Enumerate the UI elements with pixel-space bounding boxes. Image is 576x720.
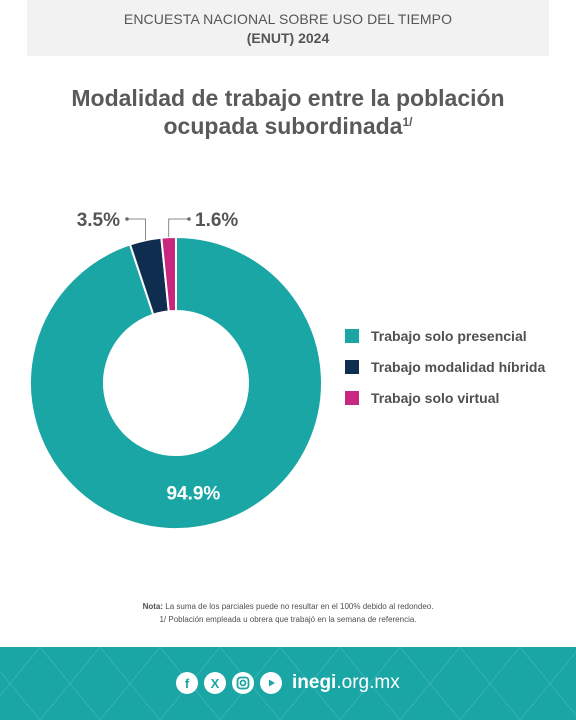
youtube-icon[interactable]: [260, 672, 282, 694]
data-label-virtual: 1.6%: [195, 210, 238, 231]
leader-dot-hibrida: [125, 217, 129, 221]
legend-swatch-hibrida: [345, 360, 359, 374]
legend-label-virtual: Trabajo solo virtual: [371, 390, 500, 406]
note-line-1: Nota: La suma de los parciales puede no …: [0, 600, 576, 613]
chart-title-line2: ocupada subordinada: [163, 113, 403, 139]
x-icon[interactable]: X: [204, 672, 226, 694]
chart-title-line1: Modalidad de trabajo entre la población: [71, 85, 505, 111]
note-line-2: 1/ Población empleada u obrera que traba…: [159, 615, 417, 624]
footer-content: f X inegi.org.mx: [176, 672, 400, 694]
legend-swatch-virtual: [345, 391, 359, 405]
domain-bold: inegi: [292, 672, 337, 693]
donut-slice-virtual: [160, 235, 177, 313]
legend-swatch-presencial: [345, 329, 359, 343]
chart-legend: Trabajo solo presencial Trabajo modalidad…: [345, 326, 545, 419]
survey-name: ENCUESTA NACIONAL SOBRE USO DEL TIEMPO: [123, 11, 453, 27]
survey-acronym: (ENUT) 2024: [246, 30, 330, 46]
footer-bar: f X inegi.org.mx: [0, 647, 576, 720]
data-label-presencial: 94.9%: [166, 484, 220, 505]
legend-label-presencial: Trabajo solo presencial: [371, 328, 527, 344]
donut-chart: 94.9% 3.5% 1.6%: [29, 210, 323, 530]
footer-pattern: [0, 647, 576, 720]
note-text: La suma de los parciales puede no result…: [165, 602, 434, 611]
inegi-website-link[interactable]: inegi.org.mx: [292, 672, 400, 694]
chart-title-line2-wrap: ocupada subordinada1/: [0, 112, 576, 140]
legend-item-presencial: Trabajo solo presencial: [345, 326, 545, 346]
leader-line-virtual: [168, 218, 188, 238]
chart-title-footnote-mark: 1/: [402, 115, 413, 129]
legend-item-virtual: Trabajo solo virtual: [345, 388, 545, 408]
instagram-icon[interactable]: [232, 672, 254, 694]
leader-dot-virtual: [187, 217, 191, 221]
legend-label-hibrida: Trabajo modalidad híbrida: [371, 359, 546, 375]
facebook-icon[interactable]: f: [176, 672, 198, 694]
domain-rest: .org.mx: [336, 672, 400, 693]
survey-header: ENCUESTA NACIONAL SOBRE USO DEL TIEMPO (…: [27, 0, 549, 56]
donut-slice-presencial: [29, 235, 323, 530]
chart-title: Modalidad de trabajo entre la población …: [0, 84, 576, 140]
leader-line-hibrida: [128, 218, 146, 241]
note-prefix: Nota:: [142, 602, 164, 611]
legend-item-hibrida: Trabajo modalidad híbrida: [345, 357, 545, 377]
chart-note: Nota: La suma de los parciales puede no …: [0, 600, 576, 626]
data-label-hibrida: 3.5%: [77, 210, 120, 231]
